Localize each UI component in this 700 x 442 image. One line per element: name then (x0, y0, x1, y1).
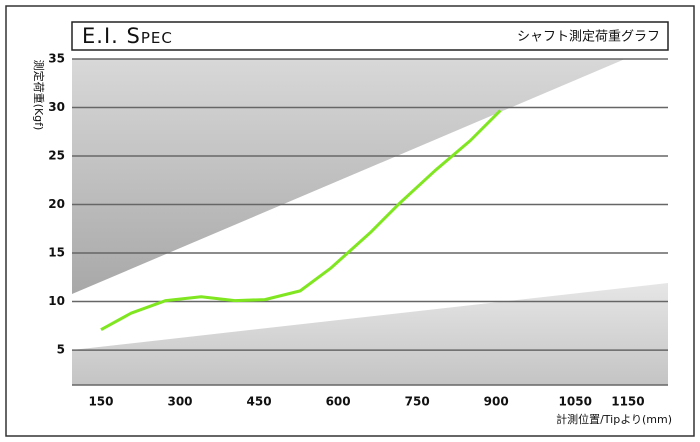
header-box (71, 21, 669, 51)
x-tick-label: 300 (167, 395, 192, 409)
y-tick-label: 5 (57, 343, 65, 357)
y-tick-label: 30 (48, 100, 65, 114)
frame (5, 5, 695, 437)
y-tick-label: 15 (48, 246, 65, 260)
chart-title: E.I. Spec (82, 24, 173, 48)
x-tick-label: 900 (484, 395, 509, 409)
y-tick-label: 20 (48, 197, 65, 211)
y-tick-label: 10 (48, 294, 65, 308)
x-tick-label: 450 (247, 395, 272, 409)
x-tick-label: 150 (88, 395, 113, 409)
x-tick-label: 600 (326, 395, 351, 409)
x-tick-label: 1050 (559, 395, 592, 409)
x-tick-label: 1150 (611, 395, 644, 409)
x-axis-label: 計測位置/Tipより(mm) (556, 412, 672, 426)
x-tick-label: 750 (405, 395, 430, 409)
y-tick-label: 35 (48, 52, 65, 66)
y-axis-label: 測定荷重(Kgf) (32, 60, 46, 131)
upper-band (72, 59, 625, 294)
chart-subtitle: シャフト測定荷重グラフ (517, 29, 660, 45)
data-line (100, 109, 502, 332)
y-tick-label: 25 (48, 149, 65, 163)
lower-band (72, 283, 668, 385)
